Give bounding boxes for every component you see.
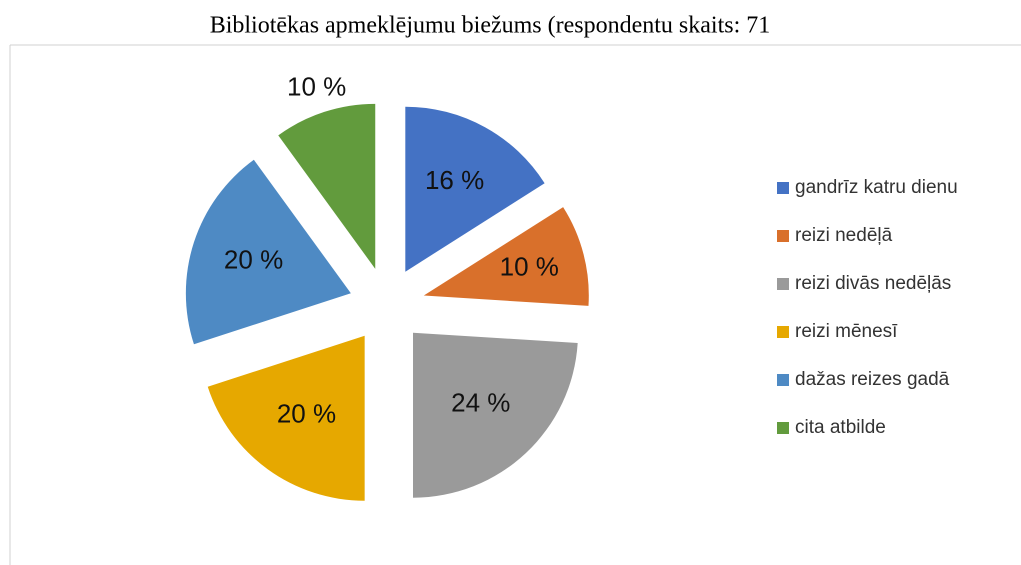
data-label: 16 % (425, 165, 484, 195)
data-label: 10 % (500, 251, 559, 281)
legend-swatch (777, 182, 789, 194)
legend-swatch (777, 326, 789, 338)
data-label: 10 % (287, 71, 346, 101)
legend-label: cita atbilde (795, 417, 886, 438)
legend-swatch (777, 422, 789, 434)
data-label: 20 % (224, 245, 283, 275)
pie-slice (207, 335, 365, 501)
data-label: 24 % (451, 388, 510, 418)
pie-slice (185, 159, 351, 345)
pie-slice (413, 332, 578, 498)
legend-swatch (777, 230, 789, 242)
legend-label: reizi nedēļā (795, 225, 893, 246)
pie-slice (405, 106, 545, 272)
pie-slice (278, 103, 376, 269)
legend-swatch (777, 374, 789, 386)
chart-title: Bibliotēkas apmeklējumu biežums (respond… (210, 13, 771, 39)
legend-label: dažas reizes gadā (795, 369, 950, 390)
legend-swatch (777, 278, 789, 290)
legend-label: gandrīz katru dienu (795, 177, 958, 198)
data-label: 20 % (277, 399, 336, 429)
legend-label: reizi mēnesī (795, 321, 898, 342)
legend-label: reizi divās nedēļās (795, 273, 951, 294)
pie-slice (423, 207, 589, 306)
